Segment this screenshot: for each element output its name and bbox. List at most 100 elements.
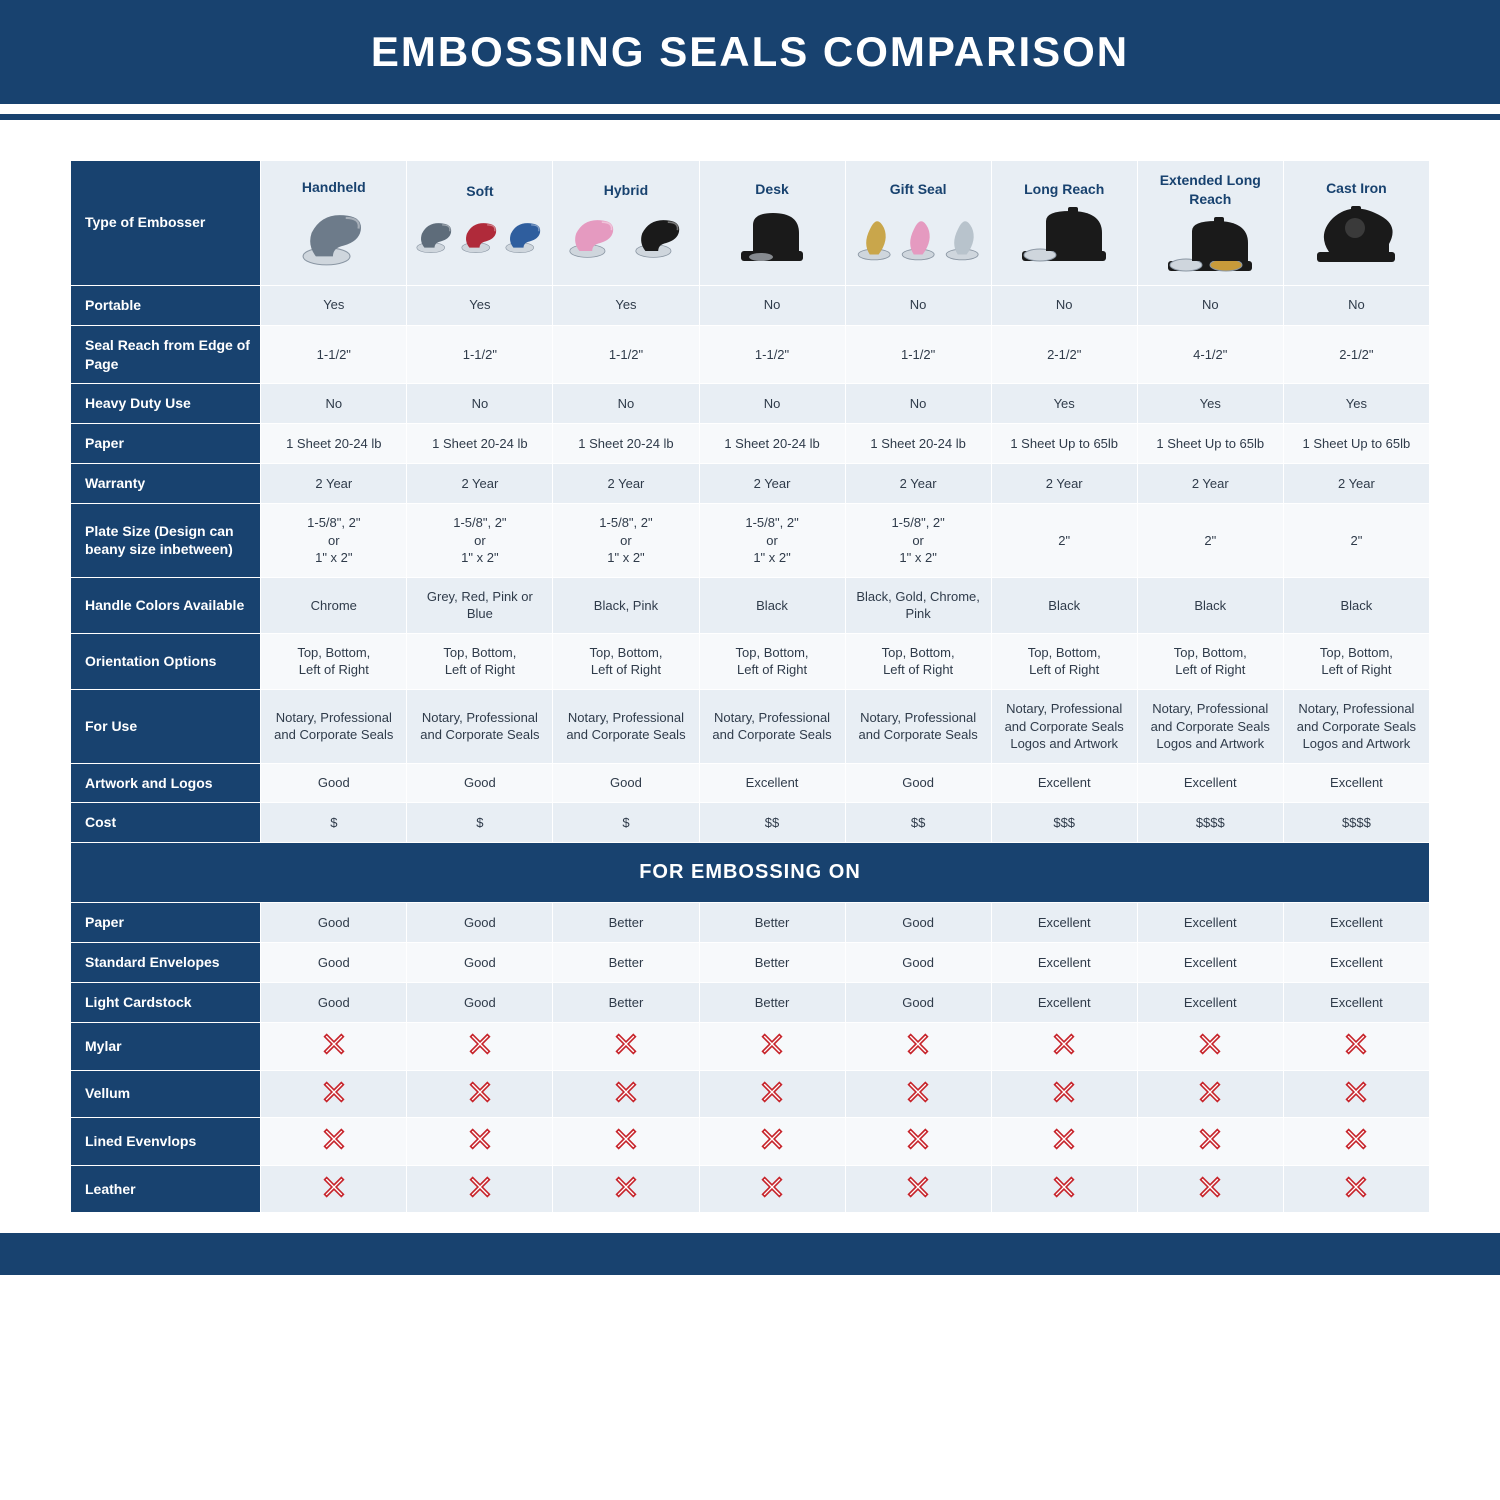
table-row: Seal Reach from Edge of Page1-1/2"1-1/2"… bbox=[71, 325, 1430, 384]
cell: No bbox=[261, 384, 407, 424]
cell: 1-5/8", 2"or1" x 2" bbox=[845, 504, 991, 578]
cell: 2 Year bbox=[261, 464, 407, 504]
cell: Good bbox=[261, 943, 407, 983]
table-wrapper: Type of Embosser Handheld Soft Hybrid bbox=[0, 120, 1500, 1213]
col-header: Extended Long Reach bbox=[1137, 161, 1283, 286]
cell: Good bbox=[553, 763, 699, 803]
table-row: Handle Colors AvailableChromeGrey, Red, … bbox=[71, 577, 1430, 633]
table-row: PaperGoodGoodBetterBetterGoodExcellentEx… bbox=[71, 903, 1430, 943]
cell: Good bbox=[845, 983, 991, 1023]
embosser-icon bbox=[294, 203, 374, 267]
row-label: Handle Colors Available bbox=[71, 577, 261, 633]
col-header: Hybrid bbox=[553, 161, 699, 286]
cell: Good bbox=[845, 943, 991, 983]
cell: Notary, Professional and Corporate Seals bbox=[407, 689, 553, 763]
cell: Black, Pink bbox=[553, 577, 699, 633]
cell: $$$ bbox=[991, 803, 1137, 843]
cell: Black bbox=[1283, 577, 1429, 633]
row-header-label: Type of Embosser bbox=[71, 161, 261, 286]
cell bbox=[845, 1070, 991, 1118]
x-icon bbox=[907, 1128, 929, 1150]
cell: Top, Bottom,Left of Right bbox=[991, 633, 1137, 689]
x-icon bbox=[1053, 1033, 1075, 1055]
cell: Excellent bbox=[991, 983, 1137, 1023]
table-row: Mylar bbox=[71, 1023, 1430, 1071]
cell: 1-5/8", 2"or1" x 2" bbox=[553, 504, 699, 578]
row-label: Warranty bbox=[71, 464, 261, 504]
cell bbox=[845, 1118, 991, 1166]
cell: No bbox=[1137, 285, 1283, 325]
x-icon bbox=[1345, 1081, 1367, 1103]
cell: 1 Sheet 20-24 lb bbox=[845, 424, 991, 464]
cell bbox=[1137, 1023, 1283, 1071]
cell: 2 Year bbox=[1283, 464, 1429, 504]
cell: Notary, Professional and Corporate Seals… bbox=[1283, 689, 1429, 763]
cell: Excellent bbox=[991, 903, 1137, 943]
section-header: FOR EMBOSSING ON bbox=[71, 843, 1430, 903]
cell: $$ bbox=[845, 803, 991, 843]
cell bbox=[699, 1070, 845, 1118]
x-icon bbox=[1199, 1128, 1221, 1150]
cell: Good bbox=[845, 763, 991, 803]
cell: 1 Sheet 20-24 lb bbox=[261, 424, 407, 464]
cell bbox=[1283, 1165, 1429, 1213]
cell: Yes bbox=[553, 285, 699, 325]
cell bbox=[261, 1118, 407, 1166]
x-icon bbox=[907, 1176, 929, 1198]
table-row: Heavy Duty UseNoNoNoNoNoYesYesYes bbox=[71, 384, 1430, 424]
x-icon bbox=[469, 1128, 491, 1150]
cell: Black, Gold, Chrome, Pink bbox=[845, 577, 991, 633]
col-header: Soft bbox=[407, 161, 553, 286]
x-icon bbox=[615, 1033, 637, 1055]
col-header: Handheld bbox=[261, 161, 407, 286]
cell: Notary, Professional and Corporate Seals bbox=[261, 689, 407, 763]
embosser-icon bbox=[852, 205, 896, 265]
cell bbox=[1137, 1118, 1283, 1166]
x-icon bbox=[323, 1033, 345, 1055]
cell: Excellent bbox=[1137, 903, 1283, 943]
cell: Excellent bbox=[1137, 763, 1283, 803]
x-icon bbox=[1345, 1128, 1367, 1150]
table-row: Cost$$$$$$$$$$$$$$$$$$ bbox=[71, 803, 1430, 843]
x-icon bbox=[469, 1081, 491, 1103]
cell bbox=[1283, 1070, 1429, 1118]
cell bbox=[1283, 1023, 1429, 1071]
row-label: Heavy Duty Use bbox=[71, 384, 261, 424]
table-row: PortableYesYesYesNoNoNoNoNo bbox=[71, 285, 1430, 325]
cell bbox=[991, 1023, 1137, 1071]
footer-band bbox=[0, 1233, 1500, 1275]
cell: 2 Year bbox=[553, 464, 699, 504]
cell: No bbox=[699, 285, 845, 325]
row-label: Mylar bbox=[71, 1023, 261, 1071]
embosser-icon bbox=[1016, 205, 1112, 265]
x-icon bbox=[761, 1128, 783, 1150]
table-row: Lined Evenvlops bbox=[71, 1118, 1430, 1166]
cell: 2" bbox=[1283, 504, 1429, 578]
table-row: Orientation OptionsTop, Bottom,Left of R… bbox=[71, 633, 1430, 689]
x-icon bbox=[1199, 1081, 1221, 1103]
x-icon bbox=[615, 1128, 637, 1150]
row-label: Cost bbox=[71, 803, 261, 843]
cell: 1-1/2" bbox=[553, 325, 699, 384]
cell: Yes bbox=[1283, 384, 1429, 424]
embosser-icon bbox=[1311, 204, 1401, 266]
cell: 1-1/2" bbox=[699, 325, 845, 384]
x-icon bbox=[761, 1033, 783, 1055]
cell: Excellent bbox=[1137, 943, 1283, 983]
table-row: Warranty2 Year2 Year2 Year2 Year2 Year2 … bbox=[71, 464, 1430, 504]
cell bbox=[699, 1165, 845, 1213]
cell: No bbox=[845, 384, 991, 424]
cell: 1-1/2" bbox=[845, 325, 991, 384]
cell: 1-5/8", 2"or1" x 2" bbox=[261, 504, 407, 578]
cell: 1 Sheet 20-24 lb bbox=[699, 424, 845, 464]
cell: Top, Bottom,Left of Right bbox=[845, 633, 991, 689]
cell bbox=[553, 1023, 699, 1071]
cell: Top, Bottom,Left of Right bbox=[1137, 633, 1283, 689]
cell: Better bbox=[553, 903, 699, 943]
cell: $$ bbox=[699, 803, 845, 843]
cell: $$$$ bbox=[1137, 803, 1283, 843]
cell bbox=[407, 1118, 553, 1166]
cell: Notary, Professional and Corporate Seals bbox=[699, 689, 845, 763]
embosser-icon bbox=[458, 207, 502, 263]
embosser-icon bbox=[896, 205, 940, 265]
